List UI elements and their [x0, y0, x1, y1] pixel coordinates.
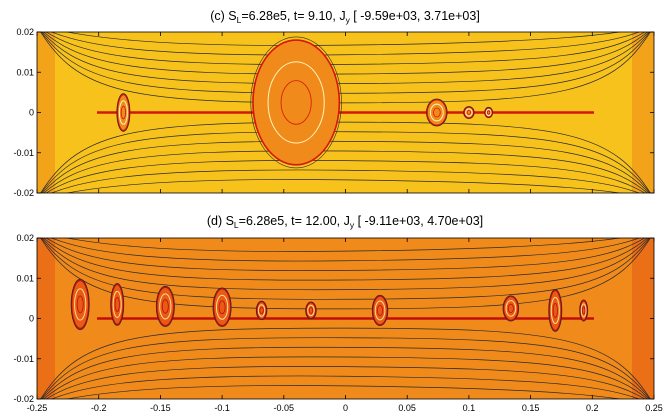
panel-d-plot-area — [37, 238, 654, 399]
plasmoid — [501, 293, 521, 324]
contour-line — [50, 375, 641, 399]
contour-line — [50, 32, 641, 56]
right-edge-band — [632, 238, 654, 399]
x-tick-label: 0.05 — [398, 403, 416, 413]
y-tick-label: 0.01 — [16, 67, 34, 77]
y-tick-label: 0.02 — [16, 233, 34, 243]
panel-c-y-axis: 0.02 0.01 0 -0.01 -0.02 — [13, 27, 655, 198]
contour-line — [45, 366, 646, 399]
y-tick-label: -0.01 — [13, 354, 34, 364]
contour-line — [41, 140, 650, 193]
x-tick-label: -0.15 — [150, 403, 171, 413]
plasmoid — [154, 282, 177, 331]
contour-line — [40, 337, 651, 399]
x-tick-label: -0.1 — [214, 403, 230, 413]
x-tick-label: 0.1 — [463, 403, 476, 413]
contour-line — [45, 32, 646, 65]
plasmoid — [462, 105, 476, 120]
panel-d: (d) SL=6.28e5, t= 12.00, Jy [ -9.11e+03,… — [13, 214, 662, 413]
plasmoid — [424, 96, 450, 129]
contour-line — [65, 32, 623, 46]
large-plasmoid — [242, 32, 351, 181]
panel-c: (c) SL=6.28e5, t= 9.10, Jy [ -9.59e+03, … — [13, 9, 655, 198]
x-tick-label: -0.05 — [274, 403, 295, 413]
contour-line — [65, 179, 623, 193]
plasmoid — [304, 300, 318, 321]
y-tick-label: 0 — [29, 108, 34, 118]
contour-line — [45, 160, 646, 193]
x-tick-label: 0.25 — [645, 403, 663, 413]
plasmoid — [579, 297, 589, 324]
y-tick-label: -0.02 — [13, 188, 34, 198]
y-tick-label: 0 — [29, 314, 34, 324]
panel-c-plot-area — [37, 32, 654, 193]
plasmoid — [115, 89, 132, 136]
contour-line — [43, 238, 648, 281]
contour-line — [65, 238, 623, 252]
y-tick-label: 0.02 — [16, 27, 34, 37]
x-tick-label: 0.15 — [522, 403, 540, 413]
y-tick-label: 0.01 — [16, 273, 34, 283]
right-edge-band — [632, 32, 654, 193]
y-tick-label: -0.01 — [13, 148, 34, 158]
plasmoid — [370, 292, 390, 329]
x-tick-label: -0.2 — [91, 403, 107, 413]
contour-line — [65, 385, 623, 399]
plasmoid — [484, 106, 494, 119]
x-tick-label: 0 — [343, 403, 348, 413]
contour-line — [41, 238, 650, 291]
x-tick-label: 0.2 — [586, 403, 599, 413]
plasmoid — [547, 285, 563, 336]
x-tick-label: -0.25 — [27, 403, 48, 413]
panel-d-y-axis: 0.02 0.01 0 -0.01 -0.02 — [13, 233, 654, 404]
left-edge-band — [37, 32, 55, 193]
contour-line — [43, 150, 648, 193]
plasmoid — [211, 284, 233, 331]
plasmoid — [69, 274, 91, 335]
y-tick-label: -0.02 — [13, 394, 34, 404]
panel-d-x-axis: -0.25 -0.2 -0.15 -0.1 -0.05 0 0.05 0.1 0.15 0.2 0.… — [27, 238, 663, 413]
left-edge-band — [37, 238, 55, 399]
contour-line — [40, 327, 651, 399]
panel-c-title: (c) SL=6.28e5, t= 9.10, Jy [ -9.59e+03, … — [210, 9, 480, 25]
contour-line — [50, 169, 641, 193]
contour-line — [41, 346, 650, 399]
panel-d-title: (d) SL=6.28e5, t= 12.00, Jy [ -9.11e+03,… — [207, 214, 483, 230]
contour-line — [45, 238, 646, 271]
contour-line — [50, 238, 641, 262]
contour-line — [40, 238, 651, 300]
plasmoid — [109, 279, 125, 330]
plasmoid — [255, 299, 268, 322]
contour-line — [43, 356, 648, 399]
